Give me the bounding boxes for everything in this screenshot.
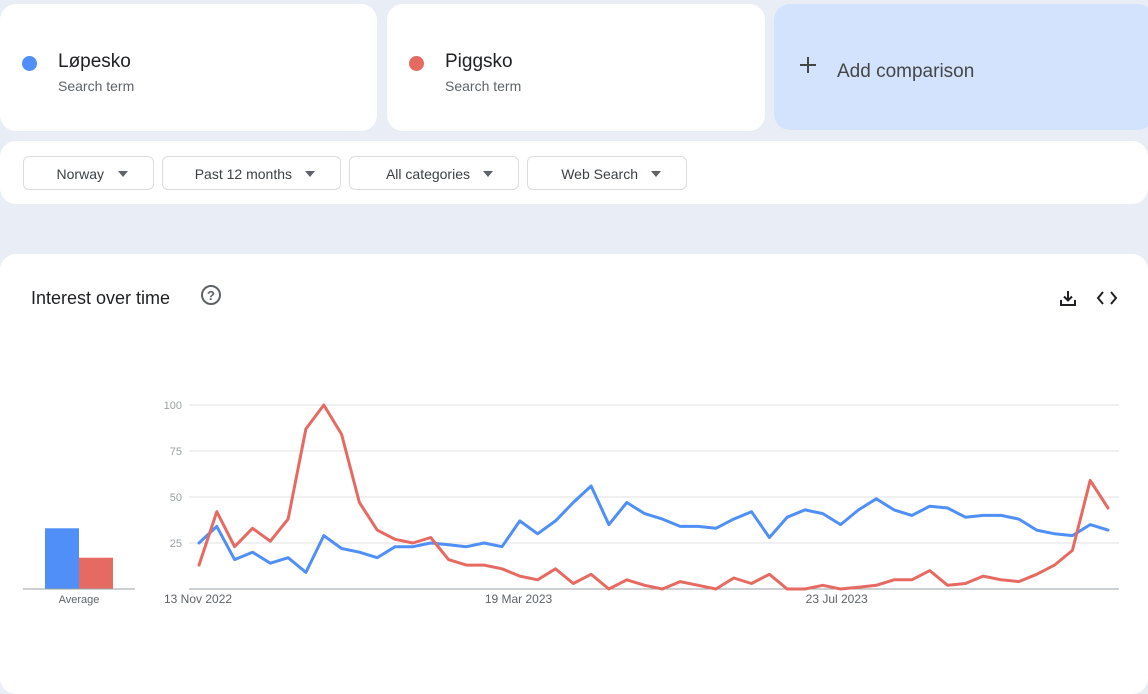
property-filter-value: Web Search — [561, 166, 638, 182]
interest-over-time-card: Interest over time ? 25 50 75 100 Average 1… — [0, 254, 1148, 694]
caret-down-icon — [305, 171, 315, 177]
code-embed-icon[interactable] — [1096, 288, 1118, 308]
average-bar-lopesko[interactable] — [45, 528, 79, 589]
add-comparison-label: Add comparison — [837, 61, 975, 82]
y-tick-label: 100 — [164, 400, 182, 412]
download-icon[interactable] — [1058, 288, 1078, 308]
search-term-name[interactable]: Piggsko — [445, 51, 513, 72]
time-filter-value: Past 12 months — [194, 166, 292, 182]
average-bar-piggsko[interactable] — [79, 557, 113, 589]
series-line-piggsko[interactable] — [197, 403, 1110, 591]
search-term-subtitle: Search term — [445, 78, 522, 94]
x-tick-label: 19 Mar 2023 — [485, 592, 553, 606]
filter-bar: Norway Past 12 months All categories Web… — [0, 141, 1148, 204]
search-term-card-lopesko[interactable]: Løpesko Search term — [0, 4, 377, 131]
x-tick-label: 13 Nov 2022 — [164, 592, 232, 606]
time-filter-dropdown[interactable]: Past 12 months — [162, 156, 341, 190]
series-color-dot — [409, 56, 424, 71]
region-filter-dropdown[interactable]: Norway — [23, 156, 154, 190]
add-comparison-button[interactable]: Add comparison — [774, 4, 1148, 130]
x-tick-label: 23 Jul 2023 — [806, 592, 868, 606]
caret-down-icon — [483, 171, 493, 177]
line-chart: 25 50 75 100 Average 13 Nov 2022 19 Mar 2023… — [23, 400, 1119, 606]
chart-title: Interest over time — [31, 288, 171, 308]
y-tick-label: 75 — [170, 446, 182, 458]
help-circle-icon[interactable]: ? — [201, 285, 221, 305]
y-tick-label: 25 — [170, 538, 182, 550]
caret-down-icon — [118, 171, 128, 177]
series-color-dot — [22, 56, 37, 71]
category-filter-dropdown[interactable]: All categories — [349, 156, 519, 190]
caret-down-icon — [651, 171, 661, 177]
plus-icon — [800, 57, 816, 73]
search-term-card-piggsko[interactable]: Piggsko Search term — [387, 4, 765, 131]
property-filter-dropdown[interactable]: Web Search — [527, 156, 687, 190]
average-label: Average — [59, 594, 100, 606]
series-line-lopesko[interactable] — [197, 484, 1110, 574]
region-filter-value: Norway — [56, 166, 104, 182]
category-filter-value: All categories — [385, 166, 470, 182]
y-tick-label: 50 — [170, 492, 182, 504]
search-term-name[interactable]: Løpesko — [58, 51, 131, 72]
search-term-subtitle: Search term — [58, 78, 135, 94]
